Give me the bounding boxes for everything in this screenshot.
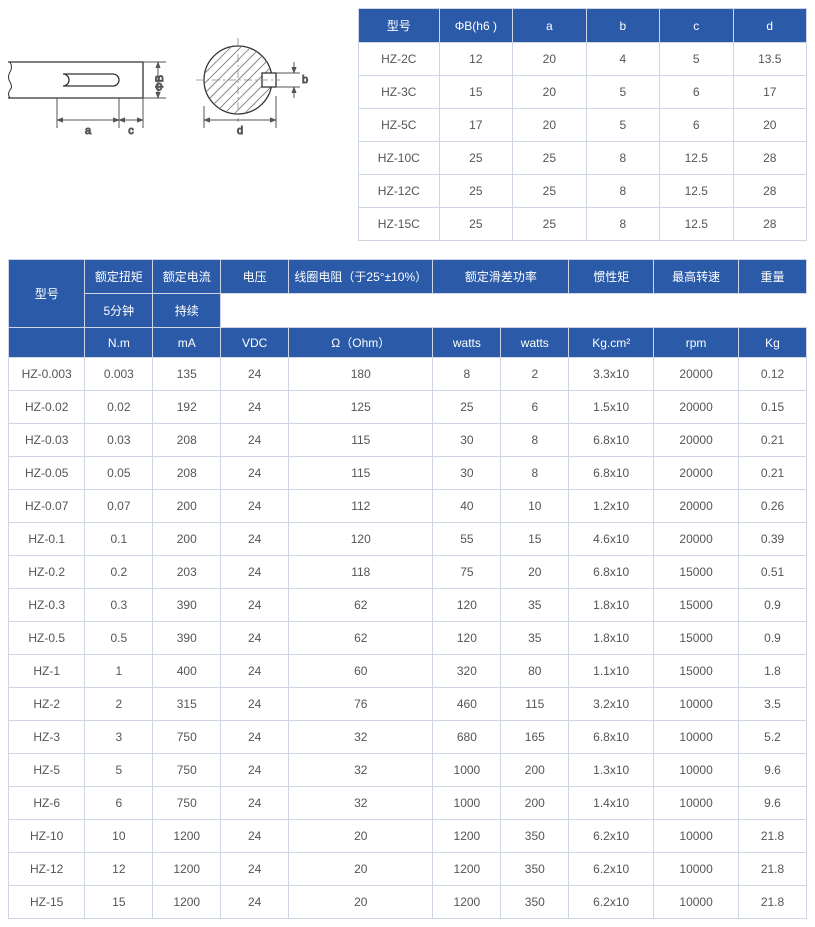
table-row: HZ-0.070.072002411240101.2x10200000.26 bbox=[9, 490, 807, 523]
table-row: HZ-0.030.03208241153086.8x10200000.21 bbox=[9, 424, 807, 457]
table-row: HZ-0.10.12002412055154.6x10200000.39 bbox=[9, 523, 807, 556]
table-row: HZ-0.020.02192241252561.5x10200000.15 bbox=[9, 391, 807, 424]
spec-unit-header: watts bbox=[433, 328, 501, 358]
spec-table: 型号额定扭矩额定电流电压线圈电阻（于25°±10%）额定滑差功率惯性矩最高转速重… bbox=[8, 259, 807, 919]
dim-col-header: a bbox=[513, 9, 586, 43]
table-row: HZ-5C17205620 bbox=[359, 109, 807, 142]
table-row: HZ-0.50.53902462120351.8x10150000.9 bbox=[9, 622, 807, 655]
table-row: HZ-2231524764601153.2x10100003.5 bbox=[9, 688, 807, 721]
dim-col-header: c bbox=[660, 9, 733, 43]
spec-unit-header: VDC bbox=[221, 328, 289, 358]
table-row: HZ-12121200242012003506.2x101000021.8 bbox=[9, 853, 807, 886]
label-b: b bbox=[302, 74, 308, 86]
spec-col-header: 线圈电阻（于25°±10%） bbox=[289, 260, 433, 294]
table-row: HZ-114002460320801.1x10150001.8 bbox=[9, 655, 807, 688]
spec-col-header: 额定滑差功率 bbox=[433, 260, 569, 294]
spec-col-header: 惯性矩 bbox=[569, 260, 654, 294]
spec-unit-header: Kg bbox=[739, 328, 807, 358]
table-row: HZ-3C15205617 bbox=[359, 76, 807, 109]
spec-unit-header: rpm bbox=[654, 328, 739, 358]
spec-col-header: 型号 bbox=[9, 260, 85, 328]
table-row: HZ-15C2525812.528 bbox=[359, 208, 807, 241]
dim-col-header: d bbox=[733, 9, 807, 43]
spec-unit-header: mA bbox=[153, 328, 221, 358]
table-row: HZ-2C12204513.5 bbox=[359, 43, 807, 76]
spec-unit-header: watts bbox=[501, 328, 569, 358]
spec-unit-header: Ω（Ohm） bbox=[289, 328, 433, 358]
spec-col-header: 重量 bbox=[739, 260, 807, 294]
dim-col-header: ΦB(h6 ) bbox=[439, 9, 512, 43]
table-row: HZ-0.20.22032411875206.8x10150000.51 bbox=[9, 556, 807, 589]
table-row: HZ-10101200242012003506.2x101000021.8 bbox=[9, 820, 807, 853]
spec-col-subheader: 5分钟 bbox=[85, 294, 153, 328]
dim-col-header: b bbox=[586, 9, 659, 43]
spec-col-subheader: 持续 bbox=[153, 294, 221, 328]
table-row: HZ-3375024326801656.8x10100005.2 bbox=[9, 721, 807, 754]
table-row: HZ-12C2525812.528 bbox=[359, 175, 807, 208]
spec-unit-header: Kg.cm² bbox=[569, 328, 654, 358]
label-a: a bbox=[85, 125, 92, 137]
table-row: HZ-0.30.33902462120351.8x10150000.9 bbox=[9, 589, 807, 622]
spec-unit-header: N.m bbox=[85, 328, 153, 358]
dimension-table: 型号ΦB(h6 )abcdHZ-2C12204513.5HZ-3C1520561… bbox=[358, 8, 807, 241]
spec-col-header: 电压 bbox=[221, 260, 289, 294]
table-row: HZ-66750243210002001.4x10100009.6 bbox=[9, 787, 807, 820]
spec-col-header: 最高转速 bbox=[654, 260, 739, 294]
label-phiB: ΦB bbox=[154, 75, 166, 91]
table-row: HZ-15151200242012003506.2x101000021.8 bbox=[9, 886, 807, 919]
spec-col-header: 额定扭矩 bbox=[85, 260, 153, 294]
table-row: HZ-0.050.05208241153086.8x10200000.21 bbox=[9, 457, 807, 490]
label-c: c bbox=[128, 125, 134, 137]
dimension-diagrams: ΦB a c bbox=[8, 8, 358, 241]
spec-col-header: 额定电流 bbox=[153, 260, 221, 294]
label-d: d bbox=[237, 125, 243, 137]
table-row: HZ-55750243210002001.3x10100009.6 bbox=[9, 754, 807, 787]
dim-col-header: 型号 bbox=[359, 9, 440, 43]
table-row: HZ-0.0030.00313524180823.3x10200000.12 bbox=[9, 358, 807, 391]
table-row: HZ-10C2525812.528 bbox=[359, 142, 807, 175]
